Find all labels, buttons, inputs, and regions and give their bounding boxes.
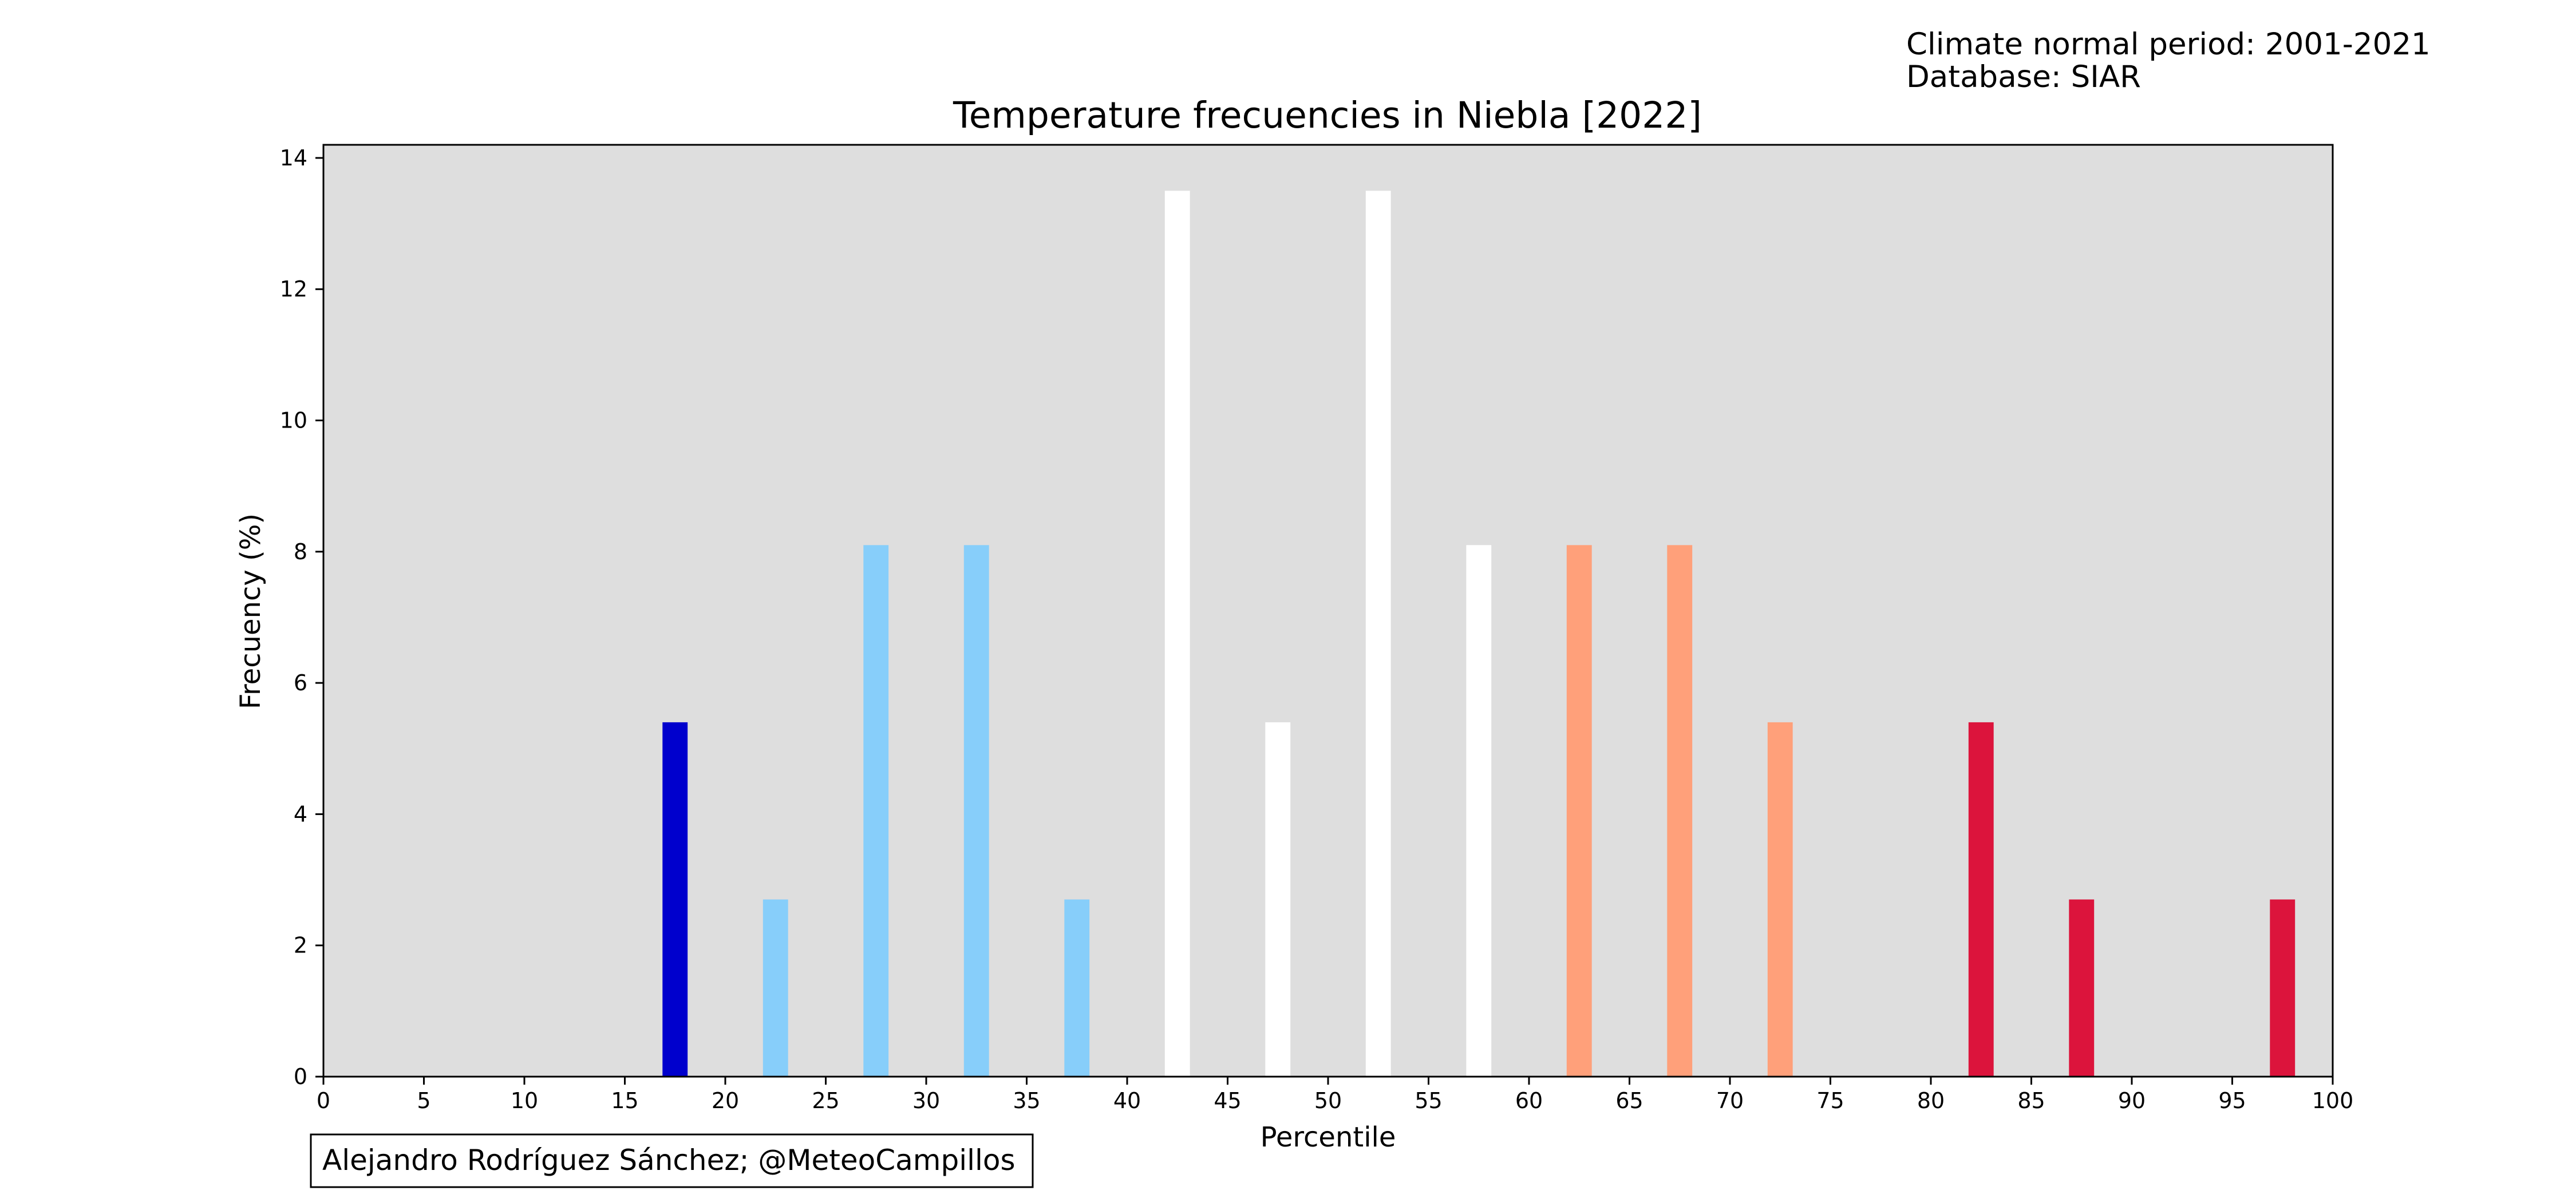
x-tick-label: 0 (317, 1088, 330, 1113)
bar-p87.5 (2069, 899, 2095, 1077)
y-axis-label: Frecuency (%) (235, 513, 267, 709)
y-tick-label: 2 (294, 933, 307, 958)
bar-p97.5 (2270, 899, 2296, 1077)
bar-p62.5 (1566, 545, 1592, 1077)
x-tick-label: 65 (1615, 1088, 1643, 1113)
x-tick-label: 35 (1013, 1088, 1040, 1113)
bar-p67.5 (1667, 545, 1693, 1077)
x-tick-label: 45 (1214, 1088, 1241, 1113)
bar-p32.5 (963, 545, 989, 1077)
x-tick-label: 70 (1716, 1088, 1744, 1113)
y-tick-label: 14 (280, 145, 307, 171)
x-tick-label: 30 (912, 1088, 940, 1113)
bar-p57.5 (1466, 545, 1492, 1077)
bar-p27.5 (863, 545, 889, 1077)
x-tick-label: 95 (2218, 1088, 2246, 1113)
y-tick-label: 10 (280, 408, 307, 433)
x-tick-label: 5 (417, 1088, 430, 1113)
x-tick-label: 20 (712, 1088, 739, 1113)
y-tick-label: 6 (294, 670, 307, 695)
bar-p82.5 (1968, 722, 1994, 1077)
y-axis-ticks: 0 2 4 6 8 10 12 14 (280, 145, 323, 1089)
x-tick-label: 50 (1314, 1088, 1342, 1113)
x-axis-label: Percentile (1261, 1121, 1396, 1153)
x-axis-ticks: 0 5 10 15 20 25 30 35 40 45 50 55 60 65 70 75 80 85 90 95 10… (317, 1077, 2353, 1113)
credit-text: Alejandro Rodríguez Sánchez; @MeteoCampi… (322, 1144, 1016, 1177)
bar-p47.5 (1265, 722, 1291, 1077)
x-tick-label: 15 (611, 1088, 638, 1113)
plot-area (323, 145, 2333, 1077)
x-tick-label: 90 (2118, 1088, 2146, 1113)
bar-p72.5 (1767, 722, 1793, 1077)
x-tick-label: 55 (1415, 1088, 1442, 1113)
bars-group (662, 191, 2296, 1077)
bar-p17.5 (662, 722, 688, 1077)
x-tick-label: 85 (2017, 1088, 2045, 1113)
x-tick-label: 40 (1113, 1088, 1141, 1113)
credit-box (310, 1133, 1034, 1188)
bar-p52.5 (1365, 191, 1391, 1077)
bar-p22.5 (762, 899, 788, 1077)
y-tick-label: 8 (294, 539, 307, 564)
bar-p42.5 (1164, 191, 1190, 1077)
x-tick-label: 10 (511, 1088, 538, 1113)
x-tick-label: 100 (2312, 1088, 2354, 1113)
y-tick-label: 0 (294, 1064, 307, 1089)
x-tick-label: 25 (812, 1088, 839, 1113)
x-tick-label: 60 (1515, 1088, 1543, 1113)
bar-p37.5 (1064, 899, 1090, 1077)
x-tick-label: 80 (1917, 1088, 1945, 1113)
y-tick-label: 12 (280, 276, 307, 302)
y-tick-label: 4 (294, 801, 307, 827)
database-note: Database: SIAR (1906, 60, 2141, 94)
x-tick-label: 75 (1816, 1088, 1844, 1113)
chart-title: Temperature frecuencies in Niebla [2022] (953, 94, 1702, 136)
normal-period-note: Climate normal period: 2001-2021 (1906, 27, 2431, 62)
